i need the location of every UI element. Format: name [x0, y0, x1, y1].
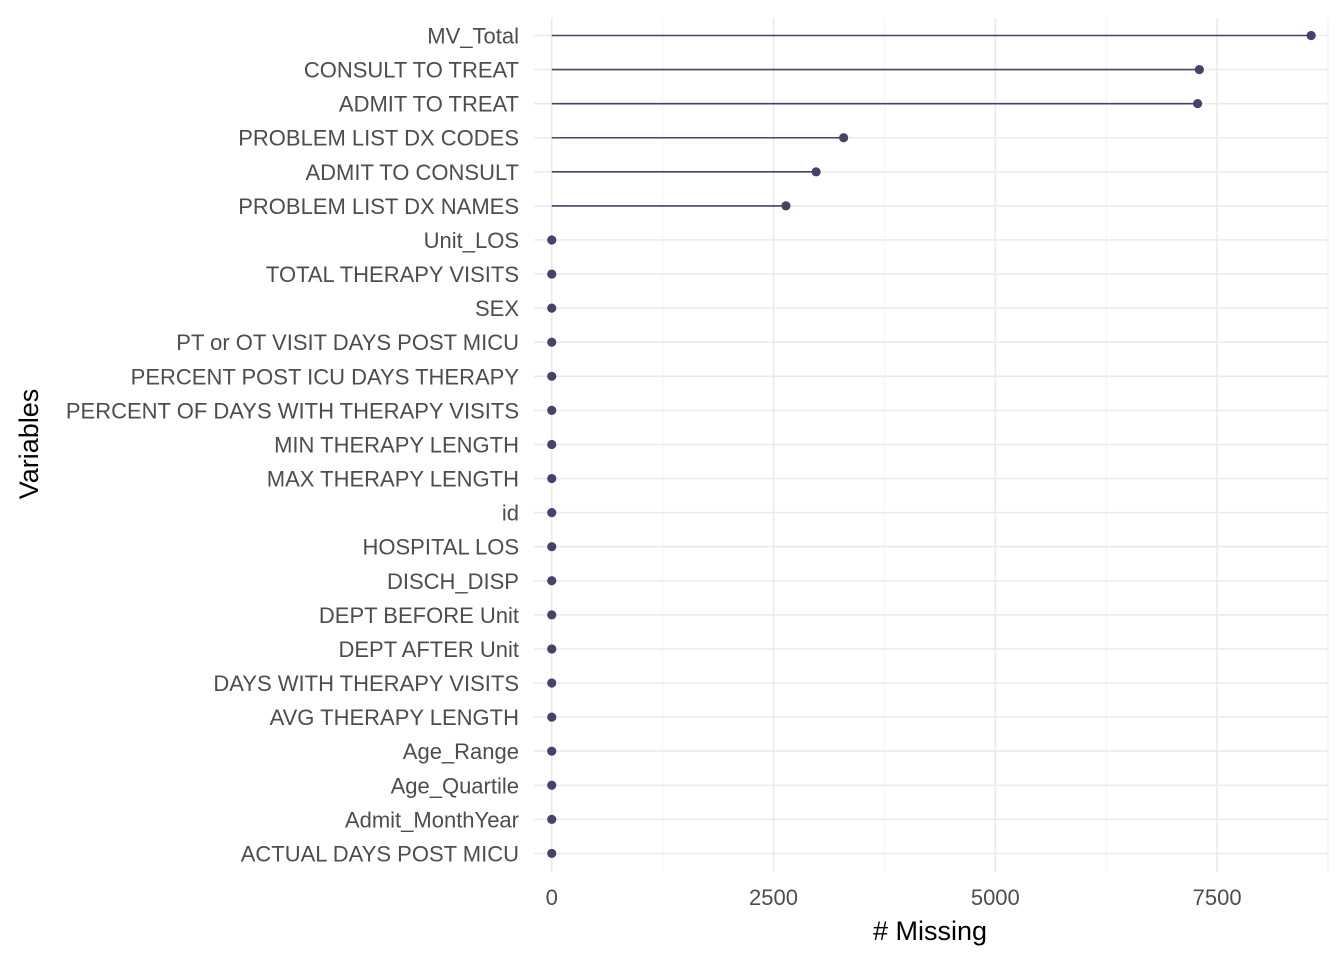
y-tick-label: PROBLEM LIST DX NAMES — [238, 194, 519, 219]
lollipop-point — [547, 371, 557, 381]
y-tick-label: DAYS WITH THERAPY VISITS — [213, 671, 519, 696]
y-tick-label: id — [502, 501, 519, 526]
y-tick-label: HOSPITAL LOS — [363, 535, 520, 560]
y-tick-label: SEX — [475, 296, 519, 321]
y-tick-label: PT or OT VISIT DAYS POST MICU — [176, 330, 519, 355]
lollipop-point — [547, 848, 557, 859]
lollipop-points — [547, 30, 1316, 859]
x-tick-labels: 0 2500 5000 7500 — [546, 885, 1242, 910]
y-tick-label: ACTUAL DAYS POST MICU — [241, 841, 519, 866]
x-tick-label: 2500 — [749, 885, 798, 910]
lollipop-point — [547, 303, 557, 313]
lollipop-point — [547, 508, 557, 518]
lollipop-point — [547, 439, 557, 450]
lollipop-point — [781, 201, 791, 211]
lollipop-point — [839, 133, 849, 143]
x-tick-label: 7500 — [1193, 885, 1242, 910]
x-tick-label: 0 — [546, 885, 558, 910]
y-tick-label: PERCENT OF DAYS WITH THERAPY VISITS — [66, 398, 519, 423]
lollipop-stems — [551, 34, 1312, 207]
lollipop-point — [547, 473, 557, 484]
y-axis-title: Variables — [14, 389, 44, 500]
y-tick-label: MV_Total — [427, 24, 519, 49]
y-tick-label: Age_Range — [403, 739, 519, 764]
y-tick-label: ADMIT TO CONSULT — [305, 160, 519, 185]
lollipop-point — [547, 814, 557, 824]
y-tick-label: DEPT AFTER Unit — [338, 637, 519, 662]
major-gridlines-y — [534, 34, 1328, 855]
y-tick-label: TOTAL THERAPY VISITS — [266, 262, 519, 287]
y-tick-label: PERCENT POST ICU DAYS THERAPY — [131, 364, 520, 389]
y-tick-label: MIN THERAPY LENGTH — [274, 432, 519, 457]
x-axis-title: # Missing — [873, 916, 987, 946]
y-tick-label: Admit_MonthYear — [345, 807, 519, 832]
lollipop-point — [547, 542, 557, 552]
lollipop-point — [547, 269, 557, 279]
y-tick-label: ADMIT TO TREAT — [339, 92, 519, 117]
y-tick-label: MAX THERAPY LENGTH — [267, 467, 519, 492]
lollipop-point — [547, 712, 557, 722]
y-tick-label: AVG THERAPY LENGTH — [270, 705, 519, 730]
y-tick-label: PROBLEM LIST DX CODES — [238, 126, 519, 151]
lollipop-point — [1192, 99, 1203, 109]
lollipop-point — [547, 405, 557, 415]
lollipop-point — [1306, 30, 1316, 41]
y-tick-label: Age_Quartile — [391, 773, 519, 798]
lollipop-point — [547, 644, 557, 654]
lollipop-point — [547, 337, 557, 347]
y-tick-label: DISCH_DISP — [387, 569, 519, 594]
y-tick-label: Unit_LOS — [424, 228, 519, 253]
lollipop-point — [547, 235, 557, 245]
y-tick-label: DEPT BEFORE Unit — [319, 603, 519, 628]
x-tick-label: 5000 — [971, 885, 1020, 910]
y-tick-label: CONSULT TO TREAT — [304, 58, 519, 83]
lollipop-point — [547, 576, 557, 586]
lollipop-point — [1194, 64, 1204, 75]
y-tick-labels: MV_Total CONSULT TO TREAT ADMIT TO TREAT PR… — [66, 24, 519, 867]
lollipop-point — [811, 167, 821, 177]
lollipop-point — [547, 678, 557, 688]
lollipop-point — [547, 746, 557, 756]
lollipop-point — [547, 610, 557, 620]
lollipop-point — [547, 780, 557, 790]
